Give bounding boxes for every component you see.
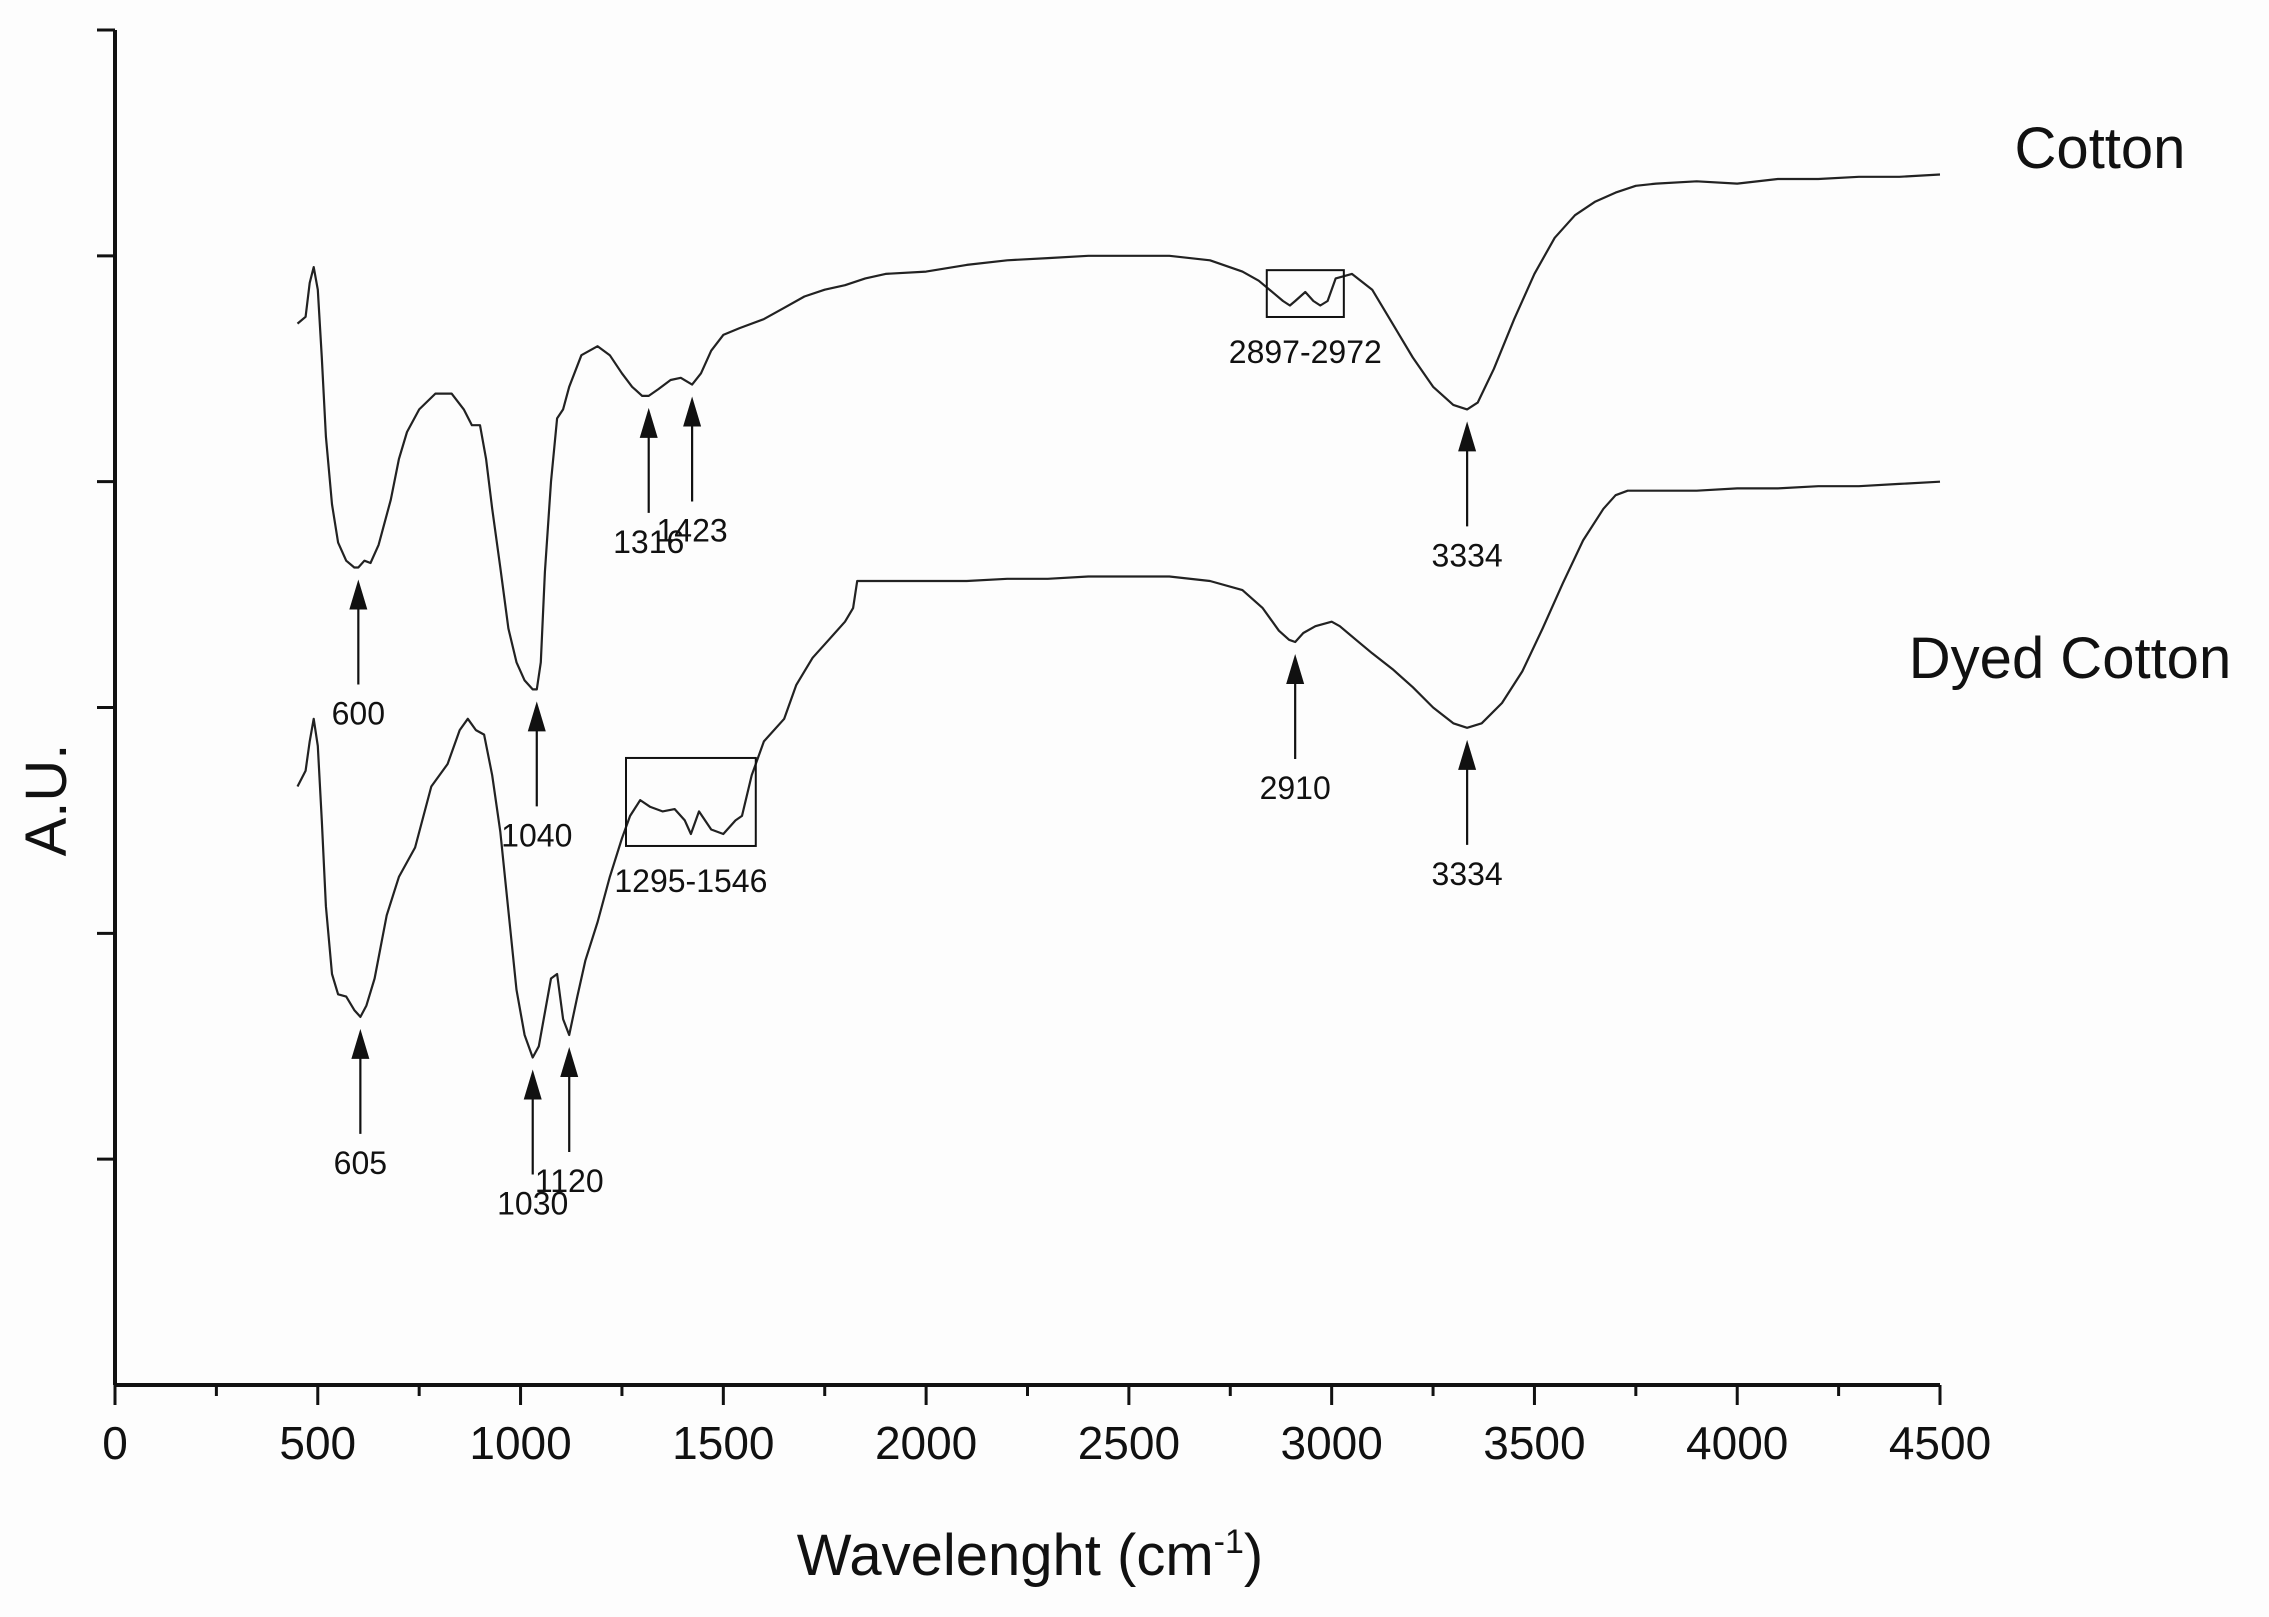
annotation-box-cotton-2897-2972 [1265,269,1345,318]
axes [113,30,1940,1387]
annotation-arrow-head-cotton-1423 [683,396,702,427]
annotation-arrow-head-cotton-1040 [527,701,546,732]
x-axis-title: Wavelenght (cm-1) [797,1523,1263,1588]
annotation-arrow-head-cotton-600 [349,579,368,610]
x-tick-label-3500: 3500 [1483,1417,1585,1469]
annotation-arrow-head-dyed-cotton-605 [351,1028,370,1059]
x-tick-label-2500: 2500 [1078,1417,1180,1469]
x-tick-label-4000: 4000 [1686,1417,1788,1469]
annotation-box-dyed-cotton-1295-1546 [625,756,757,847]
annotation-label-cotton-1040: 1040 [501,817,572,853]
x-tick-label-4500: 4500 [1889,1417,1991,1469]
annotation-label-dyed-cotton-605: 605 [334,1145,387,1181]
series-group [296,173,1941,1059]
annotation-label-dyed-cotton-2910: 2910 [1260,770,1331,806]
annotation-label-cotton-1316: 1316 [613,524,684,560]
x-tick-label-500: 500 [279,1417,356,1469]
y-axis-title: A.U. [14,744,79,857]
annotation-arrow-head-cotton-3334 [1458,421,1477,452]
y-ticks [97,28,115,1161]
annotation-arrow-head-cotton-1316 [639,407,658,438]
annotation-label-dyed-cotton-1030: 1030 [497,1186,568,1222]
annotation-label-dyed-cotton-1295-1546: 1295-1546 [614,863,767,899]
x-tick-label-0: 0 [102,1417,128,1469]
x-axis-title-exponent: -1 [1214,1523,1244,1561]
x-axis-title-main: Wavelenght (cm [797,1523,1214,1588]
annotation-label-cotton-2897-2972: 2897-2972 [1229,334,1382,370]
x-tick-label-1000: 1000 [469,1417,571,1469]
annotation-arrow-head-dyed-cotton-1030 [523,1069,542,1100]
series-name-dyed-cotton: Dyed Cotton [1909,626,2231,691]
x-ticks: 0 500 1000 1500 2000 2500 3000 3500 4000 4500 [102,1385,1991,1469]
annotation-label-cotton-3334: 3334 [1432,537,1503,573]
series-name-cotton: Cotton [2015,116,2186,181]
annotation-label-dyed-cotton-1120: 1120 [535,1163,604,1199]
annotation-arrow-head-dyed-cotton-2910 [1286,654,1305,685]
annotation-label-cotton-600: 600 [332,695,385,731]
annotation-arrow-head-dyed-cotton-1120 [560,1046,579,1077]
annotation-arrow-head-dyed-cotton-3334 [1458,739,1477,770]
x-tick-label-2000: 2000 [875,1417,977,1469]
series-line-cotton [296,173,1941,691]
x-tick-label-1500: 1500 [672,1417,774,1469]
x-tick-label-3000: 3000 [1280,1417,1382,1469]
x-axis-title-close: ) [1244,1523,1263,1588]
annotation-label-cotton-1423: 1423 [657,513,728,549]
annotation-label-dyed-cotton-3334: 3334 [1432,856,1503,892]
series-line-dyed-cotton [296,480,1941,1059]
